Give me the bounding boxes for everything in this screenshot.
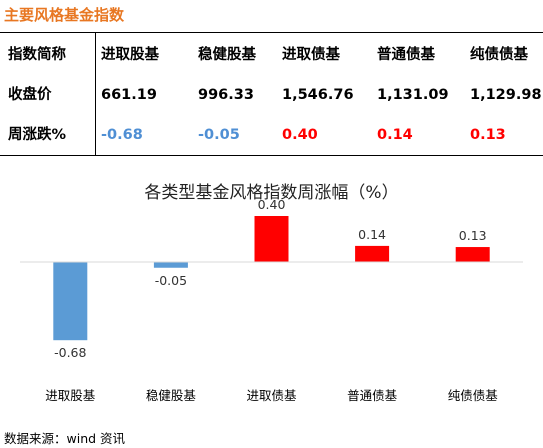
table-row-close: 收盘价 661.19 996.33 1,546.76 1,131.09 1,12…	[0, 77, 543, 113]
category-label: 普通债基	[347, 388, 398, 403]
bar-普通债基	[355, 245, 390, 262]
index-table: 指数简称 进取股基 稳健股基 进取债基 普通债基 纯债债基 收盘价 661.19…	[0, 32, 543, 156]
row-label: 收盘价	[8, 87, 52, 103]
column-header: 进取债基	[282, 47, 340, 63]
table-row-change: 周涨跌% -0.68 -0.05 0.40 0.14 0.13	[0, 117, 543, 153]
table-cell: 0.40	[282, 127, 318, 143]
page-heading: 主要风格基金指数	[4, 6, 125, 24]
chart-title: 各类型基金风格指数周涨幅（%）	[144, 183, 399, 203]
header-label: 指数简称	[8, 47, 66, 63]
table-header-row: 指数简称 进取股基 稳健股基 进取债基 普通债基 纯债债基	[0, 37, 543, 73]
table-cell: 661.19	[101, 87, 157, 103]
table-divider	[95, 33, 96, 155]
table-cell: 0.14	[377, 127, 413, 143]
data-label: -0.68	[54, 345, 86, 360]
table-cell: 1,546.76	[282, 87, 354, 103]
bar-进取债基	[254, 216, 289, 262]
table-cell: 1,131.09	[377, 87, 449, 103]
category-label: 进取债基	[246, 388, 297, 403]
data-label: 0.13	[459, 228, 487, 243]
column-header: 纯债债基	[470, 47, 528, 63]
source-note: 数据来源：wind 资讯	[4, 431, 126, 446]
data-label: 0.14	[358, 227, 386, 242]
category-label: 稳健股基	[146, 388, 197, 403]
bar-进取股基	[53, 262, 88, 341]
category-label: 纯债债基	[448, 388, 499, 403]
table-cell: 0.13	[470, 127, 506, 143]
bar-稳健股基	[153, 262, 188, 268]
data-label: -0.05	[155, 273, 187, 288]
table-cell: 996.33	[198, 87, 254, 103]
table-cell: -0.05	[198, 127, 240, 143]
table-cell: 1,129.98	[470, 87, 542, 103]
table-cell: -0.68	[101, 127, 143, 143]
bar-纯债债基	[455, 247, 490, 262]
column-header: 稳健股基	[198, 47, 256, 63]
category-label: 进取股基	[45, 388, 96, 403]
data-label: 0.40	[258, 197, 286, 212]
row-label: 周涨跌%	[8, 127, 67, 143]
column-header: 普通债基	[377, 47, 435, 63]
column-header: 进取股基	[101, 47, 159, 63]
